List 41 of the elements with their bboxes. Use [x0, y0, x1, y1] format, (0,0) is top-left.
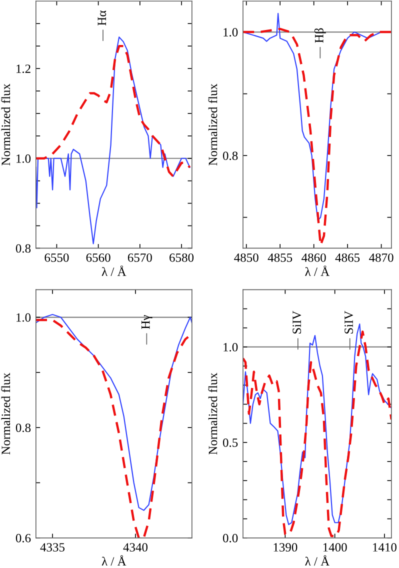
x-tick-label: 1400	[323, 543, 347, 552]
annotation: Hβ	[314, 28, 326, 43]
y-tick-label: 0.5	[222, 438, 238, 447]
line-series	[36, 44, 191, 178]
x-tick-label: 6550	[44, 253, 69, 262]
x-tick-label: 6560	[86, 253, 110, 262]
y-axis-title: Normalized flux	[1, 372, 10, 455]
y-axis-title: Normalized flux	[208, 372, 218, 455]
x-tick-label: 1410	[373, 543, 396, 552]
x-tick-label: 4855	[268, 253, 292, 262]
y-tick-label: 1.0	[16, 154, 31, 163]
x-axis-title: λ / Å	[102, 555, 126, 566]
annotation: Hα	[98, 10, 106, 26]
y-tick-label: 1.0	[224, 28, 238, 37]
x-tick-label: 4865	[335, 253, 360, 262]
y-tick-label: 0.8	[16, 424, 31, 432]
x-tick-label: 6580	[170, 253, 194, 262]
y-tick-label: 0.6	[16, 534, 31, 542]
y-axis-title: Normalized flux	[208, 84, 218, 166]
x-tick-label: 4340	[123, 543, 148, 552]
x-axis-title: λ / Å	[305, 555, 330, 566]
x-tick-label: 6570	[128, 253, 152, 262]
y-tick-label: 1.2	[16, 64, 30, 74]
x-tick-label: 4870	[369, 253, 394, 262]
x-axis-title: λ / Å	[102, 266, 126, 276]
y-tick-label: 1.0	[16, 313, 31, 322]
annotation: Hγ	[141, 315, 152, 330]
x-tick-label: 1390	[274, 543, 298, 552]
x-tick-label: 4335	[40, 543, 65, 552]
y-tick-label: 1.0	[224, 342, 238, 352]
x-tick-label: 4860	[302, 253, 326, 262]
x-axis-title: λ / Å	[305, 266, 330, 276]
annotation: SiIV	[344, 310, 354, 334]
x-tick-label: 4850	[234, 253, 258, 262]
line-series	[242, 28, 392, 246]
y-tick-label: 0.8	[222, 152, 238, 160]
annotation: SiIV	[292, 310, 302, 334]
line-series	[36, 36, 190, 244]
y-axis-title: Normalized flux	[1, 84, 10, 166]
y-tick-label: 0.0	[222, 534, 238, 542]
y-tick-label: 0.8	[16, 244, 31, 253]
